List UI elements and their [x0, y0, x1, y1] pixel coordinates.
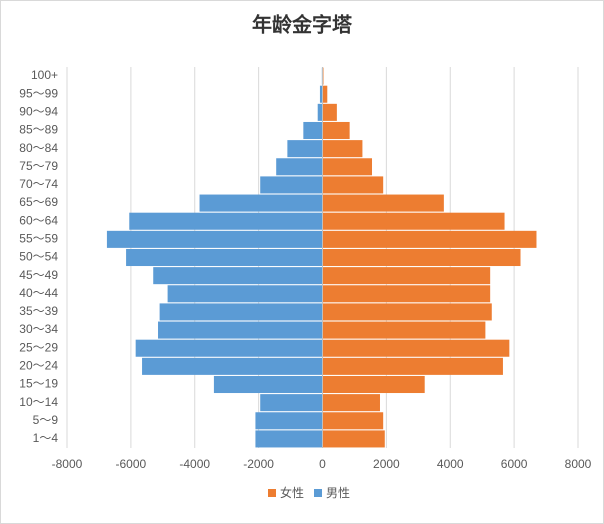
bar: [322, 194, 444, 212]
y-tick-label: 55～59: [19, 232, 58, 246]
y-tick-label: 60～64: [19, 213, 58, 227]
y-tick-label: 95～99: [19, 86, 58, 100]
bar: [276, 158, 323, 176]
chart-title: 年龄金字塔: [252, 13, 353, 37]
y-tick-label: 90～94: [19, 105, 58, 119]
bar: [322, 285, 491, 303]
bar: [255, 412, 323, 430]
y-tick-label: 45～49: [19, 268, 58, 282]
bar: [322, 158, 373, 176]
legend-label: 女性: [280, 485, 304, 500]
bar: [303, 121, 323, 140]
x-tick-label: 4000: [437, 457, 464, 471]
bar: [322, 339, 510, 357]
bar: [322, 176, 384, 194]
bar: [322, 140, 363, 158]
bar: [322, 430, 385, 448]
y-tick-label: 35～39: [19, 304, 58, 318]
bar: [135, 339, 323, 357]
y-tick-label: 80～84: [19, 141, 58, 155]
bar: [129, 212, 323, 230]
y-tick-label: 70～74: [19, 177, 58, 191]
bar: [322, 248, 521, 267]
bar: [322, 321, 486, 339]
y-tick-label: 85～89: [19, 123, 58, 137]
x-tick-label: -8000: [52, 457, 83, 471]
bar: [126, 248, 323, 267]
x-tick-label: -2000: [243, 457, 274, 471]
bar: [142, 357, 323, 375]
y-tick-label: 25～29: [19, 340, 58, 354]
y-tick-label: 40～44: [19, 286, 58, 300]
bar: [167, 285, 323, 303]
y-tick-label: 100+: [31, 68, 58, 82]
bar: [322, 412, 384, 430]
y-tick-label: 75～79: [19, 159, 58, 173]
x-tick-label: 0: [319, 457, 326, 471]
x-tick-label: 2000: [373, 457, 400, 471]
bar: [106, 230, 323, 248]
bar: [322, 394, 380, 412]
legend-swatch: [314, 489, 322, 497]
bar: [317, 103, 323, 121]
x-tick-label: 6000: [501, 457, 528, 471]
bar: [322, 121, 350, 140]
bar: [153, 267, 323, 285]
bar: [322, 212, 505, 230]
y-tick-label: 15～19: [19, 377, 58, 391]
y-tick-label: 30～34: [19, 322, 58, 336]
bar: [260, 176, 323, 194]
bar: [322, 375, 425, 394]
bar: [158, 321, 323, 339]
x-tick-label: -6000: [116, 457, 147, 471]
y-tick-label: 65～69: [19, 195, 58, 209]
y-tick-label: 20～24: [19, 359, 58, 373]
y-tick-label: 10～14: [19, 395, 58, 409]
bar: [260, 394, 323, 412]
bar: [322, 303, 492, 321]
y-tick-label: 5～9: [33, 413, 59, 427]
bar: [322, 267, 491, 285]
bar: [322, 85, 328, 103]
bar: [322, 103, 337, 121]
bar: [255, 430, 323, 448]
y-tick-label: 50～54: [19, 250, 58, 264]
bar: [199, 194, 323, 212]
bar: [287, 140, 323, 158]
legend-swatch: [268, 489, 276, 497]
bar: [322, 357, 503, 375]
y-tick-label: 1～4: [33, 431, 59, 445]
bar: [322, 230, 537, 248]
legend-label: 男性: [326, 486, 350, 500]
x-tick-label: -4000: [179, 457, 210, 471]
bar: [213, 375, 323, 394]
x-tick-label: 8000: [565, 457, 592, 471]
bar: [319, 85, 323, 103]
bar: [159, 303, 323, 321]
